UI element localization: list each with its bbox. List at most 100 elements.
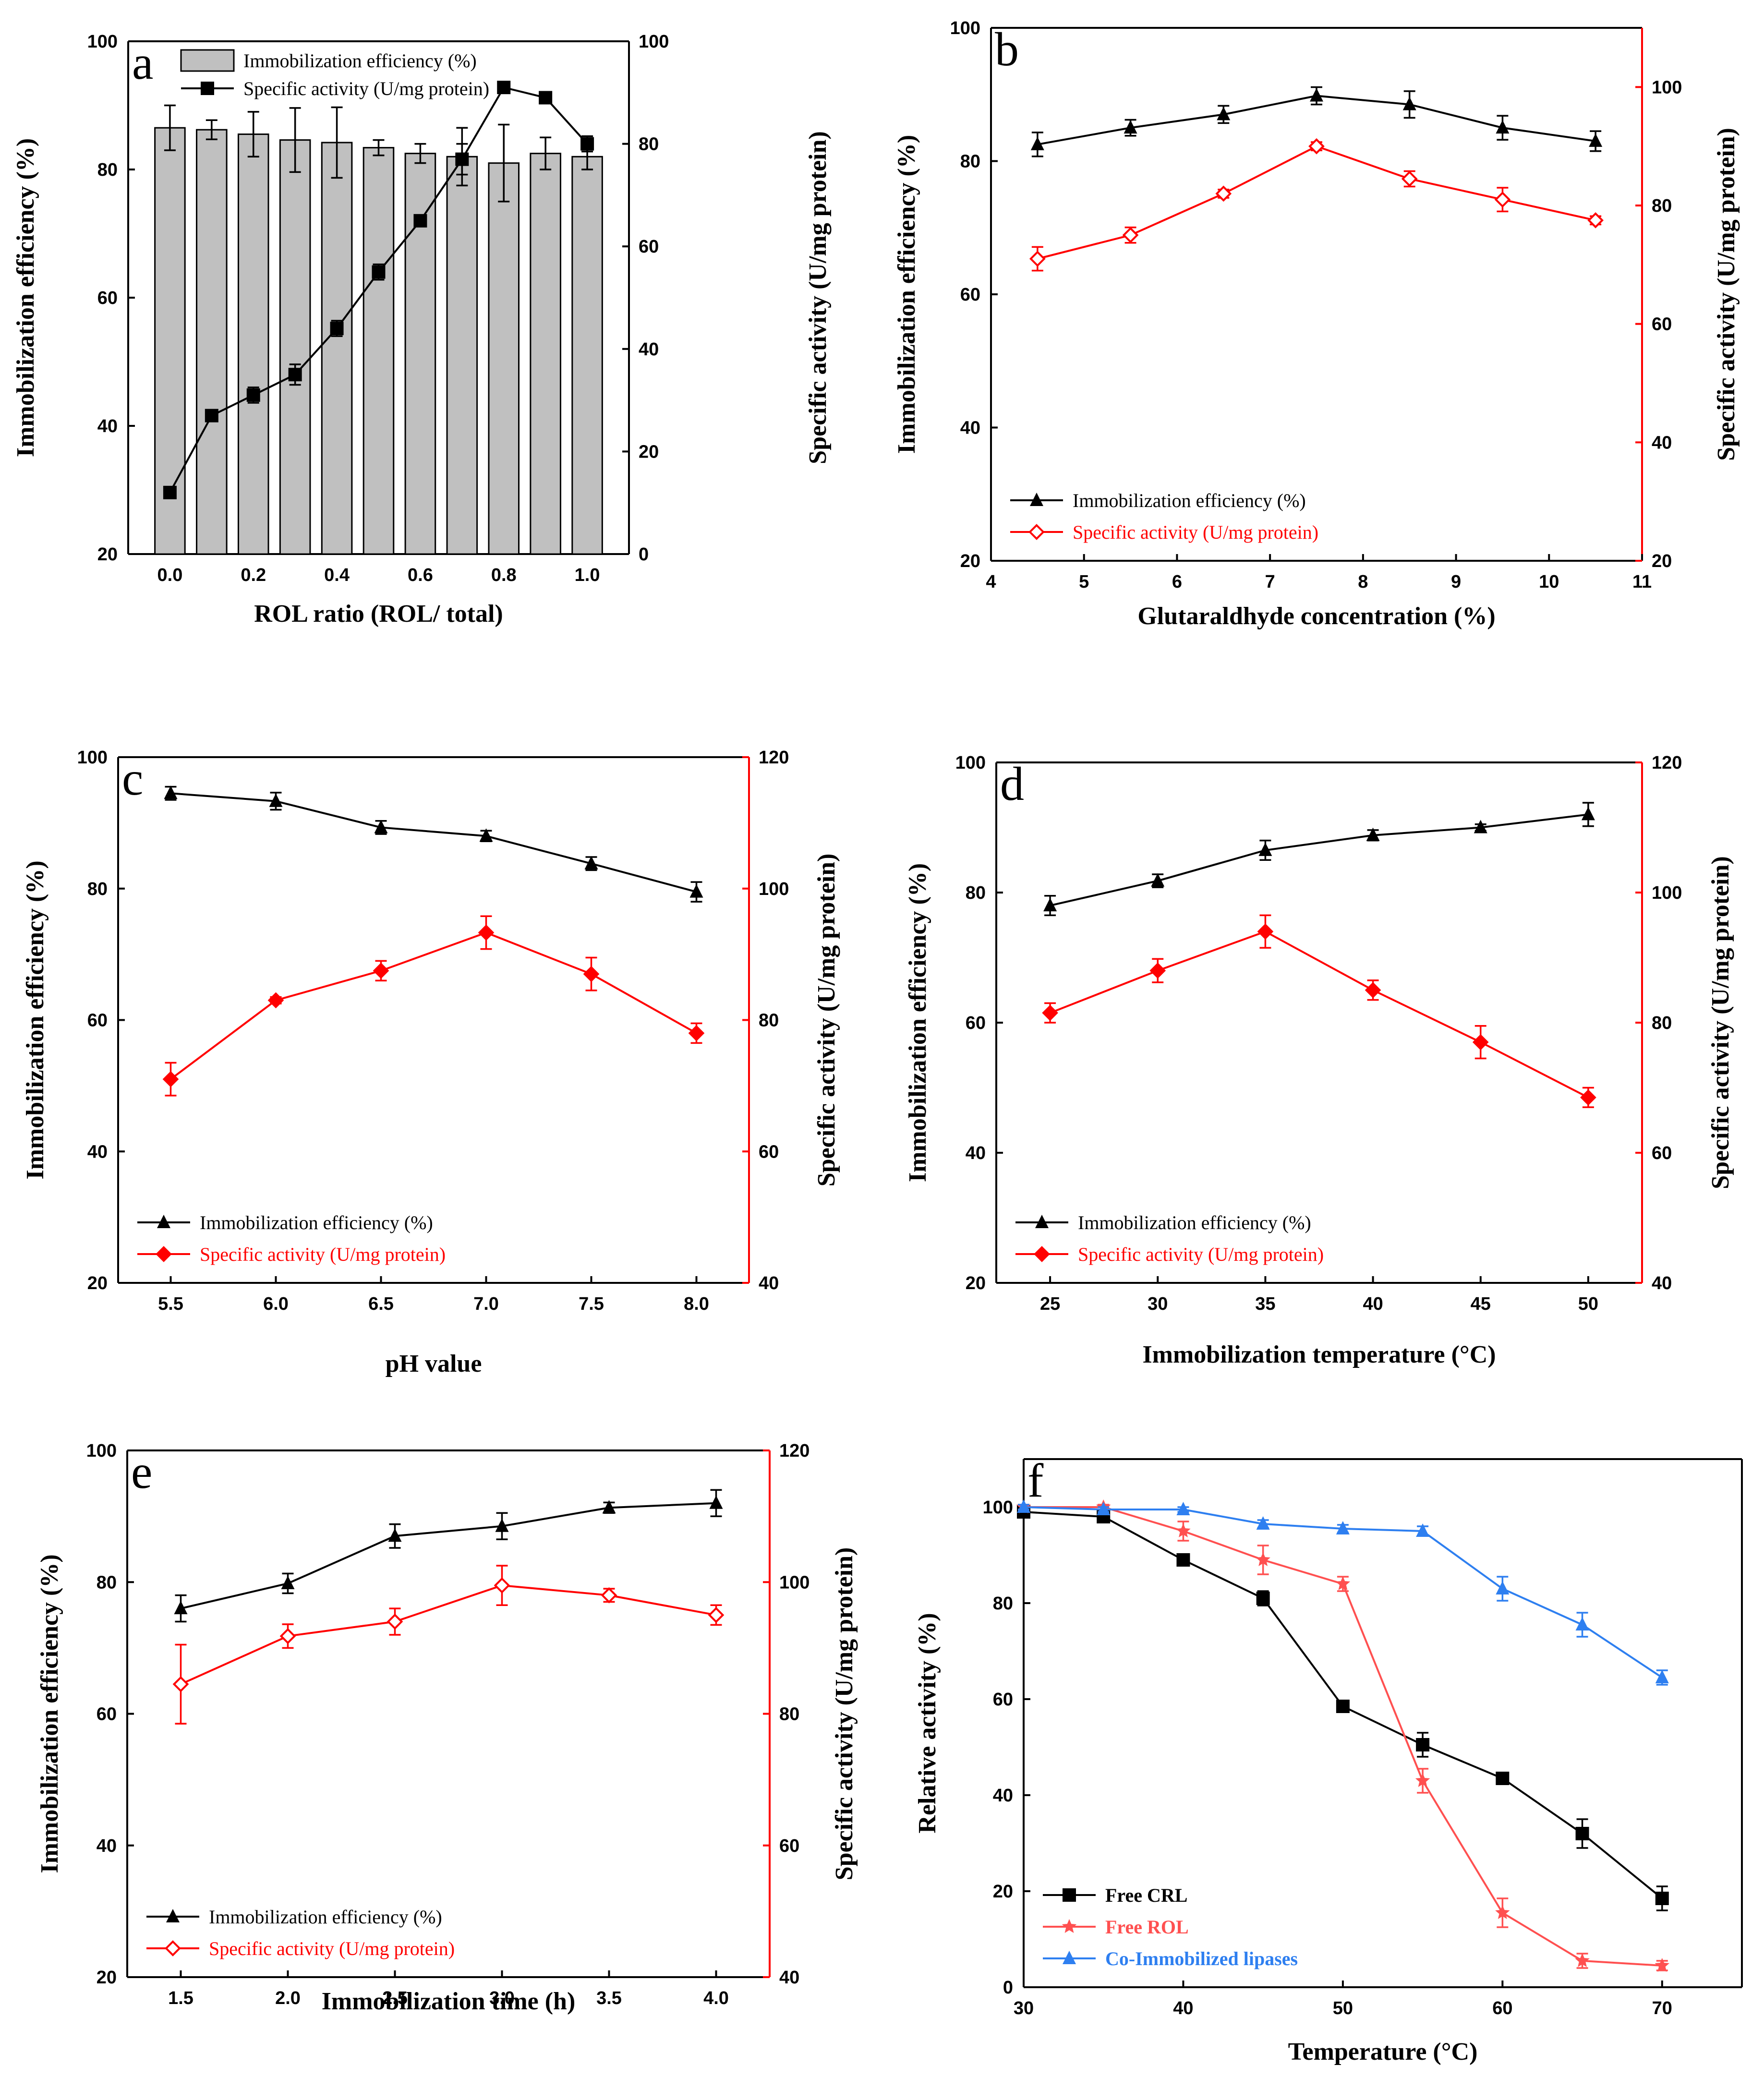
bar: [154, 127, 186, 555]
panel-letter: e: [131, 1445, 152, 1498]
y-right-tick-label: 20: [639, 442, 659, 462]
data-point: [1655, 1670, 1669, 1683]
legend-label: Co-Immobilized lipases: [1105, 1948, 1298, 1969]
x-tick-label: 8.0: [684, 1294, 709, 1314]
y-left-tick-label: 100: [77, 748, 108, 768]
y-right-tick-label: 40: [1652, 433, 1672, 453]
legend-marker: [1028, 524, 1045, 540]
series-co-immobilized-lipases: [1017, 1499, 1669, 1686]
x-tick-label: 5: [1079, 572, 1089, 592]
data-point: [1575, 1827, 1589, 1840]
x-tick-label: 10: [1539, 572, 1559, 592]
x-tick-label: 40: [1363, 1294, 1383, 1314]
data-point: [172, 1676, 189, 1692]
legend-label: Specific activity (U/mg protein): [1078, 1244, 1324, 1265]
y-left-tick-label: 100: [950, 18, 980, 38]
legend-marker: [1034, 1246, 1050, 1262]
x-tick-label: 3.0: [489, 1988, 515, 2008]
y-left-tick-label: 40: [966, 1143, 986, 1163]
x-tick-label: 5.5: [158, 1294, 183, 1314]
legend-entry: Co-Immobilized lipases: [1043, 1948, 1298, 1969]
y-right-tick-label: 80: [779, 1704, 799, 1725]
panel-letter: c: [122, 752, 143, 805]
legend-marker: [1030, 493, 1043, 506]
series-line: [170, 931, 697, 1080]
y-right-tick-label: 100: [779, 1572, 810, 1593]
y-left-tick-label: 40: [87, 1142, 108, 1162]
data-point: [1308, 138, 1325, 155]
series-immobilization-efficiency-: [164, 785, 703, 903]
series-specific-activity-u-mg-protein-: [172, 1565, 725, 1725]
y-right-tick-label: 80: [759, 1011, 779, 1031]
data-point: [205, 409, 218, 423]
legend-label: Immobilization efficiency (%): [200, 1212, 433, 1233]
y-left-tick-label: 20: [960, 551, 980, 571]
x-tick-label: 6.0: [263, 1294, 289, 1314]
data-point: [1655, 1958, 1669, 1972]
data-point: [455, 152, 469, 166]
series-free-crl: [1017, 1505, 1669, 1911]
data-point: [1495, 1905, 1510, 1919]
y-left-tick-label: 80: [993, 1594, 1013, 1614]
y-left-tick-label: 60: [87, 1011, 108, 1031]
data-point: [1655, 1892, 1669, 1905]
bar: [571, 156, 603, 555]
y-right-tick-label: 100: [1652, 77, 1682, 97]
data-point: [374, 820, 388, 833]
data-point: [584, 856, 598, 869]
bar: [530, 153, 561, 555]
data-point: [1151, 873, 1165, 887]
x-axis-label: pH value: [386, 1350, 482, 1377]
panel-letter: d: [1000, 757, 1024, 810]
panel-letter: b: [995, 23, 1019, 76]
legend-label: Immobilization efficiency (%): [209, 1906, 442, 1928]
legend-label: Specific activity (U/mg protein): [1073, 521, 1318, 543]
data-point: [413, 214, 427, 228]
data-point: [174, 1601, 188, 1615]
legend-entry: Specific activity (U/mg protein): [137, 1244, 446, 1265]
x-axis-label: Temperature (°C): [1288, 2038, 1478, 2065]
y-right-tick-label: 120: [779, 1441, 810, 1461]
data-point: [373, 963, 389, 979]
data-point: [1365, 982, 1381, 999]
bar: [196, 129, 228, 555]
y-right-axis-label: Specific activity (U/mg protein): [1707, 856, 1734, 1189]
data-point: [1472, 1034, 1489, 1051]
legend-label: Immobilization efficiency (%): [1078, 1212, 1311, 1233]
x-tick-label: 3.5: [596, 1988, 622, 2008]
y-right-tick-label: 60: [759, 1142, 779, 1162]
data-point: [279, 1628, 296, 1644]
x-tick-label: 0.6: [408, 565, 433, 585]
y-left-tick-label: 80: [97, 1572, 117, 1593]
data-point: [1017, 1499, 1030, 1513]
data-point: [1336, 1700, 1350, 1713]
data-point: [1402, 97, 1416, 110]
data-point: [1176, 1502, 1190, 1515]
y-left-tick-label: 100: [983, 1497, 1013, 1518]
data-point: [1474, 820, 1487, 833]
legend-entry: Specific activity (U/mg protein): [1015, 1244, 1324, 1265]
x-tick-label: 30: [1148, 1294, 1168, 1314]
legend-marker: [157, 1215, 170, 1228]
y-left-axis-label: Relative activity (%): [914, 1613, 941, 1833]
data-point: [1215, 185, 1232, 202]
y-left-tick-label: 100: [86, 1441, 117, 1461]
data-point: [1496, 1581, 1510, 1594]
data-point: [1415, 1773, 1430, 1787]
y-left-tick-label: 80: [87, 879, 108, 899]
y-right-tick-label: 40: [779, 1968, 799, 1988]
data-point: [1149, 962, 1166, 979]
y-left-axis-label: Immobilization efficiency (%): [12, 138, 39, 457]
series-line: [170, 792, 697, 893]
data-point: [1097, 1502, 1111, 1515]
legend-entry: Free ROL: [1043, 1916, 1189, 1938]
x-tick-label: 8: [1358, 572, 1368, 592]
y-right-tick-label: 80: [639, 134, 659, 155]
series-line: [180, 1584, 716, 1685]
legend-marker: [1063, 1951, 1076, 1964]
x-tick-label: 1.0: [575, 565, 600, 585]
